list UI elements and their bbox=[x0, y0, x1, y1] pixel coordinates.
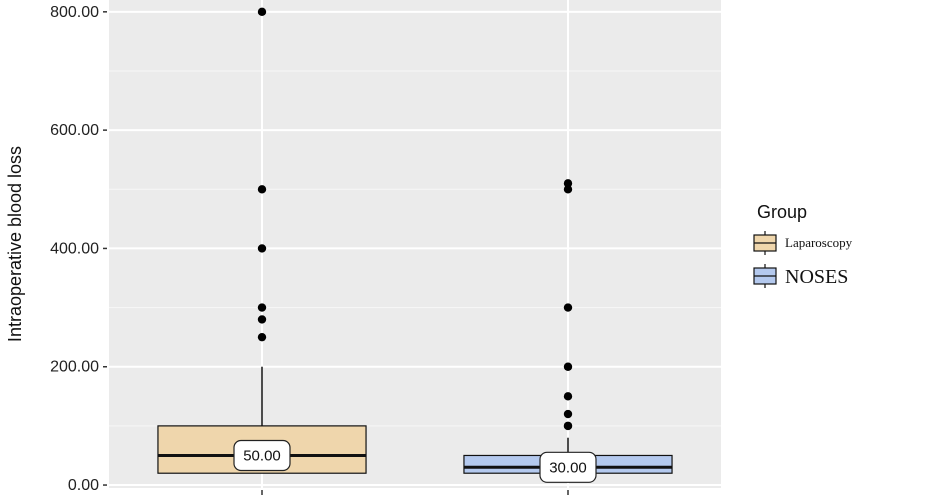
plot-panel bbox=[109, 0, 721, 488]
outlier-point bbox=[563, 409, 573, 419]
outlier-point bbox=[257, 332, 267, 342]
y-tick-label: 200.00 bbox=[50, 359, 99, 376]
y-tick-label: 800.00 bbox=[50, 4, 99, 21]
median-label-box bbox=[539, 451, 597, 483]
legend-item-laparoscopy: Laparoscopy bbox=[753, 231, 853, 255]
x-axis bbox=[261, 490, 569, 495]
legend-title: Group bbox=[757, 202, 807, 222]
legend-item-noses: NOSES bbox=[753, 264, 848, 288]
median-label: 50.00 bbox=[243, 447, 281, 464]
y-axis: 0.00 200.00 400.00 600.00 800.00 bbox=[50, 4, 107, 494]
y-axis-title: Intraoperative blood loss bbox=[5, 146, 25, 342]
median-label: 30.00 bbox=[549, 459, 587, 476]
outlier-point bbox=[257, 303, 267, 312]
outlier-point bbox=[257, 244, 267, 253]
box-group-laparoscopy: 50.00 bbox=[157, 7, 367, 474]
median-label-box bbox=[233, 439, 291, 472]
legend-label: Laparoscopy bbox=[785, 235, 853, 250]
box-group-noses: 30.00 bbox=[463, 179, 673, 483]
y-tick-label: 400.00 bbox=[50, 240, 99, 257]
outlier-point bbox=[563, 303, 573, 312]
outlier-point bbox=[563, 179, 573, 188]
outlier-point bbox=[257, 315, 267, 324]
minor-gridlines bbox=[109, 70, 721, 427]
y-tick-label: 0.00 bbox=[68, 477, 99, 494]
legend: Group Laparoscopy NOSES bbox=[753, 202, 853, 288]
legend-label: NOSES bbox=[785, 266, 848, 288]
outlier-point bbox=[257, 185, 267, 194]
outlier-point bbox=[563, 362, 573, 371]
outlier-point bbox=[257, 7, 267, 17]
outlier-point bbox=[563, 392, 573, 401]
outlier-point bbox=[563, 421, 573, 431]
boxes: 50.00 30.00 bbox=[157, 7, 673, 483]
outlier-point bbox=[563, 185, 573, 194]
y-tick-label: 600.00 bbox=[50, 122, 99, 139]
